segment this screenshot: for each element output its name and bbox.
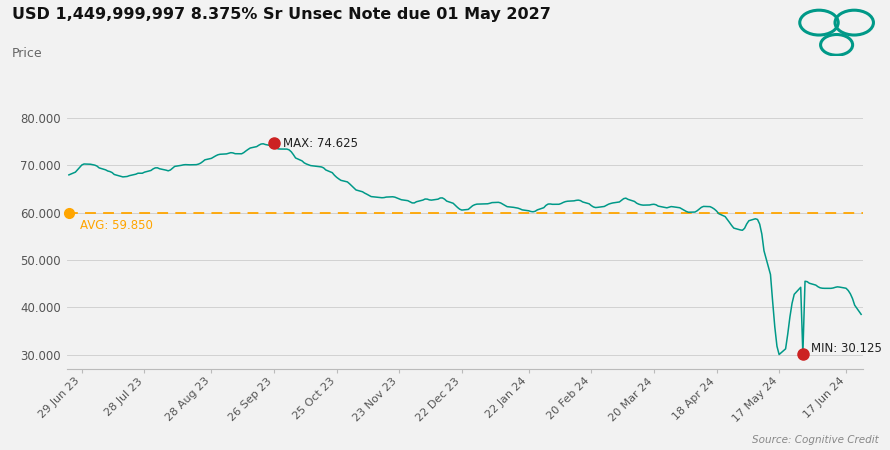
Text: Source: Cognitive Credit: Source: Cognitive Credit bbox=[752, 435, 878, 445]
Text: Price: Price bbox=[12, 47, 42, 60]
Text: AVG: 59.850: AVG: 59.850 bbox=[80, 219, 152, 232]
Text: MAX: 74.625: MAX: 74.625 bbox=[283, 137, 358, 150]
Text: USD 1,449,999,997 8.375% Sr Unsec Note due 01 May 2027: USD 1,449,999,997 8.375% Sr Unsec Note d… bbox=[12, 7, 550, 22]
Text: MIN: 30.125: MIN: 30.125 bbox=[812, 342, 882, 355]
